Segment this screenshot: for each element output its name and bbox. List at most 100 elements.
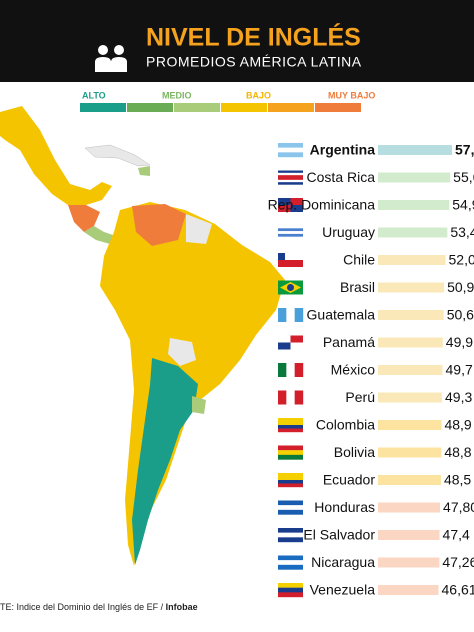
bar bbox=[378, 145, 452, 155]
category-label: Panamá bbox=[323, 334, 375, 350]
flag bbox=[278, 225, 303, 240]
source-text: TE: Indice del Dominio del Inglés de EF … bbox=[0, 602, 166, 612]
map bbox=[0, 106, 285, 566]
flag-part bbox=[294, 390, 304, 405]
bar bbox=[378, 282, 445, 293]
flag bbox=[278, 280, 303, 295]
value-label: 53,4 bbox=[450, 224, 474, 240]
bar bbox=[378, 392, 443, 403]
bar bbox=[378, 310, 444, 320]
flag-part bbox=[278, 342, 291, 350]
legend-scale bbox=[80, 103, 361, 112]
flag-part bbox=[278, 528, 303, 533]
flag-part bbox=[278, 363, 287, 377]
flag-part bbox=[278, 505, 303, 511]
flag bbox=[278, 143, 303, 158]
bar bbox=[378, 502, 441, 513]
flag-part bbox=[286, 390, 295, 405]
flag-part bbox=[278, 480, 303, 484]
value-label: 48,9 bbox=[444, 417, 471, 433]
bar bbox=[378, 557, 440, 568]
category-label: Chile bbox=[343, 252, 375, 268]
value-label: 57, bbox=[455, 142, 474, 158]
bar bbox=[378, 585, 439, 595]
value-label: 50,6 bbox=[447, 307, 474, 323]
flag-part bbox=[286, 363, 295, 377]
value-label: 49,3 bbox=[445, 389, 472, 405]
flag-part bbox=[278, 177, 303, 181]
bar bbox=[378, 530, 440, 540]
flag-part bbox=[278, 560, 303, 566]
flag-part bbox=[278, 537, 303, 543]
category-label: México bbox=[331, 362, 376, 378]
flag-part bbox=[290, 198, 303, 205]
flag-part bbox=[278, 205, 291, 212]
flag-part bbox=[294, 363, 304, 377]
flag-part bbox=[278, 421, 303, 426]
flag-part bbox=[290, 335, 303, 343]
category-label: Perú bbox=[345, 389, 375, 405]
header bbox=[0, 0, 474, 82]
flag-part bbox=[278, 425, 303, 429]
flag-part bbox=[278, 450, 303, 456]
bar bbox=[378, 447, 442, 458]
legend-label: BAJO bbox=[246, 90, 271, 100]
flag-part bbox=[278, 236, 303, 240]
flag-part bbox=[278, 592, 303, 598]
flag-part bbox=[278, 483, 303, 488]
flag-part bbox=[278, 500, 303, 506]
value-label: 48,8 bbox=[444, 444, 471, 460]
category-label: Honduras bbox=[314, 499, 375, 515]
flag-part bbox=[290, 205, 303, 212]
category-label: Rep. Dominicana bbox=[268, 197, 376, 213]
flag-part bbox=[278, 231, 303, 235]
flag bbox=[278, 418, 303, 433]
legend-label: MUY BAJO bbox=[328, 90, 375, 100]
flag-part bbox=[278, 564, 303, 570]
value-label: 47,4 bbox=[443, 527, 470, 543]
value-label: 46,61 bbox=[442, 582, 474, 598]
subtitle: PROMEDIOS AMÉRICA LATINA bbox=[146, 54, 362, 70]
flag-part bbox=[290, 342, 303, 350]
category-label: Nicaragua bbox=[311, 554, 375, 570]
bar bbox=[378, 420, 442, 430]
flag-part bbox=[278, 390, 287, 405]
category-label: Guatemala bbox=[307, 307, 376, 323]
flag-part bbox=[278, 179, 303, 183]
flag-part bbox=[278, 170, 303, 174]
flag-part bbox=[294, 308, 304, 322]
flag-part bbox=[287, 284, 294, 291]
flag-part bbox=[278, 428, 303, 433]
flag-part bbox=[278, 175, 303, 178]
flag-part bbox=[286, 308, 295, 322]
bar bbox=[378, 227, 448, 238]
category-label: El Salvador bbox=[303, 527, 375, 543]
flag-part bbox=[278, 473, 303, 477]
flag-part bbox=[278, 532, 303, 538]
value-label: 48,5 bbox=[444, 472, 471, 488]
flag-part bbox=[278, 172, 303, 176]
category-label: Venezuela bbox=[310, 582, 376, 598]
category-label: Argentina bbox=[310, 142, 376, 158]
value-label: 54,9 bbox=[452, 197, 474, 213]
value-label: 49,9 bbox=[446, 334, 473, 350]
category-label: Ecuador bbox=[323, 472, 375, 488]
category-label: Uruguay bbox=[322, 224, 375, 240]
category-label: Colombia bbox=[316, 417, 375, 433]
value-label: 55,6 bbox=[453, 169, 474, 185]
flag-part bbox=[278, 143, 303, 148]
flag-part bbox=[278, 418, 303, 422]
bar bbox=[378, 255, 446, 265]
flag-part bbox=[278, 152, 303, 158]
source: TE: Indice del Dominio del Inglés de EF … bbox=[0, 602, 198, 612]
people-icon bbox=[95, 45, 127, 72]
bar bbox=[378, 365, 443, 375]
flag-part bbox=[278, 198, 291, 205]
flag-part bbox=[278, 445, 303, 451]
flag bbox=[278, 583, 303, 598]
flag-part bbox=[278, 509, 303, 515]
flag bbox=[278, 198, 303, 212]
value-label: 47,80 bbox=[443, 499, 474, 515]
flag-part bbox=[278, 476, 303, 481]
